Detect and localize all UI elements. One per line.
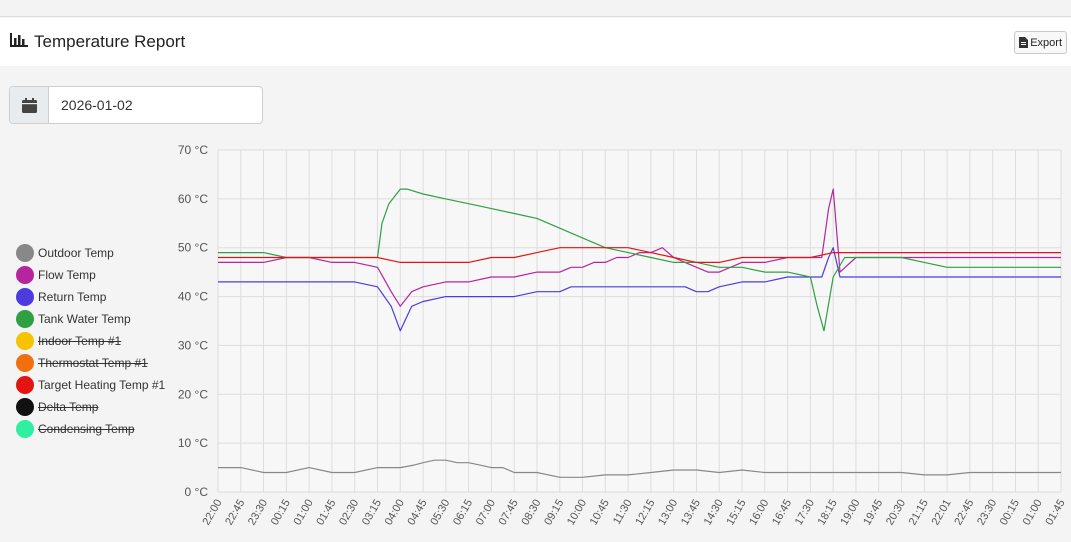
legend-swatch (16, 288, 34, 306)
calendar-icon[interactable] (10, 87, 49, 123)
top-strip (0, 0, 1071, 17)
x-tick-label: 01:45 (1043, 498, 1067, 528)
x-tick-label: 23:30 (975, 498, 999, 528)
x-tick-label: 01:00 (292, 498, 316, 528)
x-tick-label: 03:15 (360, 498, 384, 528)
x-tick-label: 22:45 (952, 498, 976, 528)
legend-label: Tank Water Temp (38, 312, 131, 326)
legend-label: Indoor Temp #1 (38, 334, 122, 348)
y-tick-label: 0 °C (185, 485, 209, 499)
legend-item[interactable]: Return Temp (16, 286, 165, 308)
legend-swatch (16, 354, 34, 372)
y-tick-label: 60 °C (178, 192, 208, 206)
x-tick-label: 01:45 (314, 498, 338, 528)
x-tick-label: 12:15 (633, 498, 657, 528)
plot-area (218, 150, 1061, 492)
legend-item[interactable]: Delta Temp (16, 396, 165, 418)
x-tick-label: 11:30 (611, 498, 635, 527)
legend-label: Delta Temp (38, 400, 99, 414)
x-tick-label: 14:30 (702, 498, 726, 528)
series-line-tank-water-temp (218, 188, 1061, 332)
legend-swatch (16, 244, 34, 262)
x-tick-label: 04:45 (405, 498, 429, 528)
x-tick-label: 09:15 (542, 498, 566, 528)
legend-label: Condensing Temp (38, 422, 135, 436)
x-tick-label: 01:00 (1021, 498, 1045, 528)
legend-item[interactable]: Thermostat Temp #1 (16, 352, 165, 374)
legend-label: Target Heating Temp #1 (38, 378, 166, 392)
page-title: Temperature Report (34, 32, 186, 51)
chart-legend: Outdoor Temp Flow Temp Return Temp Tank Wat… (16, 242, 165, 440)
legend-item[interactable]: Tank Water Temp (16, 308, 165, 330)
x-tick-label: 19:00 (838, 498, 862, 528)
bar-chart-icon (10, 33, 28, 47)
legend-swatch (16, 310, 34, 328)
legend-swatch (16, 420, 34, 438)
x-tick-label: 00:15 (269, 498, 293, 528)
x-tick-label: 00:15 (998, 498, 1022, 528)
x-tick-label: 02:30 (337, 498, 361, 528)
x-tick-label: 10:45 (588, 498, 612, 528)
x-tick-label: 22:45 (223, 498, 247, 528)
y-tick-label: 20 °C (178, 387, 208, 401)
x-tick-label: 16:45 (770, 498, 794, 528)
x-tick-label: 22:00 (200, 498, 224, 528)
legend-label: Flow Temp (38, 268, 96, 282)
x-tick-label: 21:15 (907, 498, 931, 528)
legend-label: Outdoor Temp (38, 246, 114, 260)
y-tick-label: 50 °C (178, 241, 208, 255)
date-picker[interactable]: 2026-01-02 (9, 86, 263, 124)
x-tick-label: 08:30 (519, 498, 543, 528)
legend-label: Thermostat Temp #1 (38, 356, 148, 370)
y-tick-label: 30 °C (178, 338, 208, 352)
legend-swatch (16, 398, 34, 416)
legend-item[interactable]: Indoor Temp #1 (16, 330, 165, 352)
x-tick-label: 07:45 (497, 498, 521, 528)
y-tick-label: 70 °C (178, 143, 208, 157)
export-button[interactable]: Export (1014, 31, 1067, 54)
x-tick-label: 20:30 (884, 498, 908, 528)
x-tick-label: 04:00 (383, 498, 407, 528)
export-label: Export (1030, 36, 1062, 49)
x-tick-label: 18:15 (816, 498, 840, 528)
legend-swatch (16, 376, 34, 394)
x-tick-label: 23:30 (246, 498, 270, 528)
x-tick-label: 05:30 (428, 498, 452, 528)
legend-label: Return Temp (38, 290, 107, 304)
legend-item[interactable]: Outdoor Temp (16, 242, 165, 264)
date-input[interactable]: 2026-01-02 (61, 97, 133, 113)
x-tick-label: 07:00 (474, 498, 498, 528)
series-line-return-temp (218, 247, 1061, 332)
legend-swatch (16, 332, 34, 350)
series-line-outdoor-temp (218, 459, 1061, 478)
x-tick-label: 22:01 (930, 498, 954, 528)
series-line-target-heating-temp-1 (218, 247, 1061, 264)
x-tick-label: 06:15 (451, 498, 475, 528)
legend-item[interactable]: Flow Temp (16, 264, 165, 286)
y-tick-label: 10 °C (178, 436, 208, 450)
x-tick-label: 16:00 (747, 498, 771, 528)
x-tick-label: 15:15 (724, 498, 748, 528)
y-tick-label: 40 °C (178, 290, 208, 304)
page-header: Temperature Report Export (0, 18, 1071, 66)
x-tick-label: 13:45 (679, 498, 703, 528)
x-tick-label: 10:00 (565, 498, 589, 528)
x-tick-label: 13:00 (656, 498, 680, 528)
chart-svg: 70 °C60 °C50 °C40 °C30 °C20 °C10 °C0 °C2… (178, 143, 1068, 528)
legend-swatch (16, 266, 34, 284)
x-tick-label: 17:30 (793, 498, 817, 528)
legend-item[interactable]: Condensing Temp (16, 418, 165, 440)
temperature-chart: 70 °C 60 °C 50 °C 40 °C 30 °C 20 °C 10 °C 0 °C 2… (165, 138, 1071, 542)
x-tick-label: 19:45 (861, 498, 885, 528)
legend-item[interactable]: Target Heating Temp #1 (16, 374, 165, 396)
file-icon (1019, 37, 1029, 48)
